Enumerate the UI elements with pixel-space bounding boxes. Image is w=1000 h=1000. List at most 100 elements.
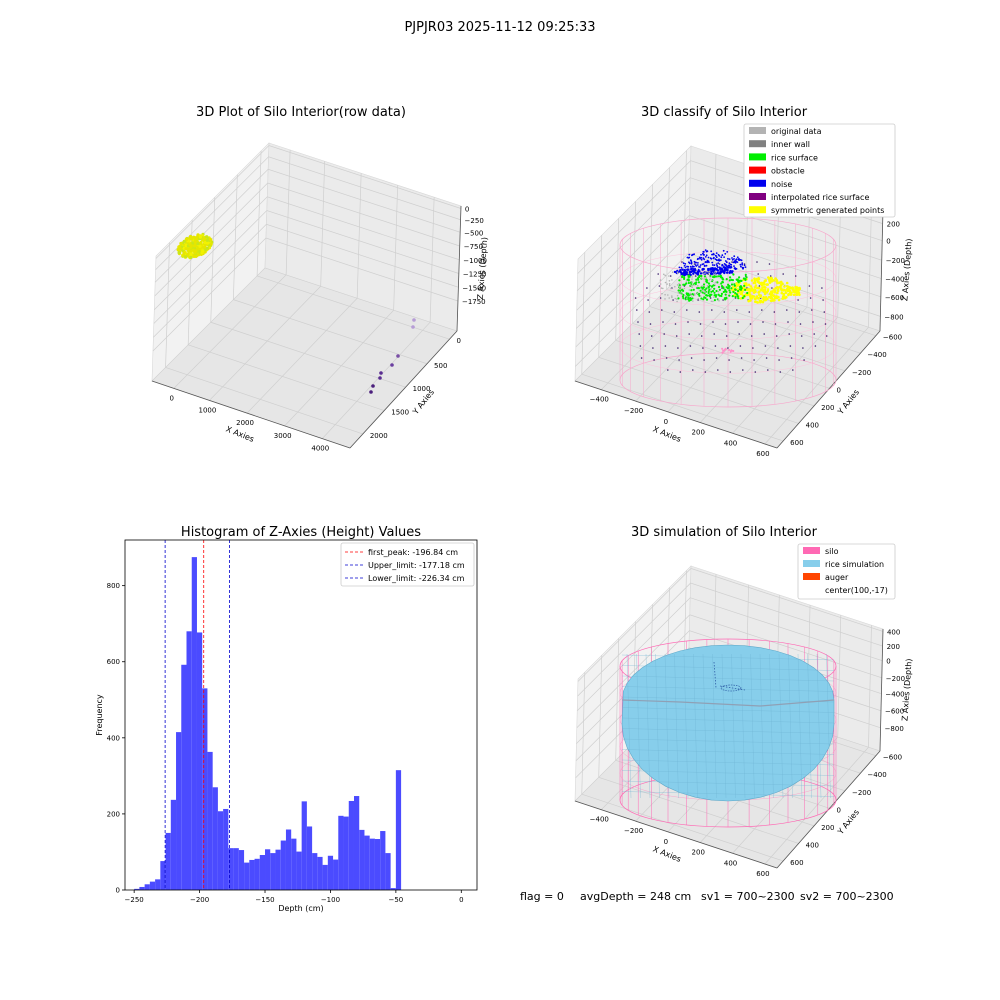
interpolated-point — [788, 333, 790, 335]
rice-simulation-mesh — [621, 780, 835, 787]
noise-point — [725, 268, 728, 271]
p2-grid-y — [581, 373, 784, 442]
interpolated-point — [812, 321, 814, 323]
p4-z-label: Z Axies (Depth) — [900, 658, 913, 721]
rice-surface-point — [745, 276, 748, 279]
noise-point — [733, 265, 735, 267]
histogram-bar — [374, 839, 381, 890]
noise-point — [721, 254, 724, 257]
p1-z-axis-line — [456, 205, 462, 332]
rice-surface-point — [682, 283, 685, 286]
original-point — [668, 297, 670, 299]
rice-surface-point — [713, 291, 716, 294]
raw-point — [188, 243, 192, 247]
auger-marker — [720, 684, 742, 692]
noise-point — [696, 264, 699, 266]
interpolated-point — [718, 263, 721, 265]
rice-surface-point — [682, 293, 685, 297]
histogram-bar — [181, 664, 187, 890]
symmetric-point — [749, 285, 753, 288]
p2-y-tick: 600 — [790, 439, 803, 447]
simulation-3d-plot: 3D simulation of Silo Interior −400 −200 0… — [574, 525, 914, 878]
interpolated-point — [662, 321, 664, 323]
silo-floor-point — [730, 349, 733, 352]
noise-point — [739, 263, 742, 266]
rice-simulation-mesh — [788, 653, 793, 799]
original-point — [710, 287, 712, 290]
symmetric-point — [769, 296, 773, 300]
symmetric-point — [756, 280, 760, 284]
interpolated-point — [789, 345, 792, 347]
p1-x-tick: 1000 — [199, 406, 217, 414]
histogram-bar — [139, 886, 145, 890]
raw-outlier-point — [396, 354, 400, 358]
p1-y-tick: 2000 — [370, 432, 388, 440]
noise-point — [718, 258, 720, 261]
p4-z-tick: 400 — [887, 628, 900, 636]
symmetric-point — [788, 286, 792, 289]
noise-point — [711, 268, 714, 271]
noise-point — [709, 257, 712, 260]
rice-surface-point — [744, 288, 747, 291]
p2-z-tick: 0 — [886, 238, 890, 246]
classify-legend-label: interpolated rice surface — [771, 193, 869, 202]
noise-point — [699, 266, 701, 268]
original-point — [664, 281, 667, 284]
symmetric-point — [747, 291, 751, 295]
original-point — [691, 281, 693, 283]
silo-floor-point — [729, 350, 732, 353]
rice-surface-point — [687, 275, 690, 278]
silo-floor-point — [721, 351, 724, 354]
interpolated-point — [673, 311, 676, 313]
noise-point — [678, 270, 682, 273]
noise-point — [733, 258, 735, 260]
original-point — [685, 295, 687, 297]
p2-y-tick: −400 — [867, 351, 886, 359]
rice-surface-point — [710, 293, 713, 296]
p1-x-tick: 4000 — [311, 445, 329, 453]
p4-x-tick: 0 — [664, 838, 668, 846]
rice-simulation-mesh — [621, 665, 835, 671]
rice-simulation-mesh — [807, 653, 812, 799]
symmetric-point — [782, 288, 786, 292]
rice-surface-point — [712, 275, 715, 279]
p1-y-tick: 1000 — [413, 385, 431, 393]
p4-grid-y — [598, 776, 799, 844]
histogram-bar — [301, 801, 307, 890]
classify-legend-label: original data — [771, 127, 822, 136]
histogram-bar — [259, 855, 266, 890]
p4-x-axis-line — [574, 800, 778, 869]
simulation-legend-swatch — [803, 573, 820, 580]
raw-point — [194, 249, 198, 253]
p1-z-tick: −500 — [464, 229, 483, 237]
noise-point — [694, 261, 697, 264]
interpolated-point — [661, 309, 663, 311]
histogram-bar — [238, 850, 245, 890]
symmetric-point — [765, 283, 768, 286]
original-point — [664, 298, 666, 300]
rice-surface-point — [711, 285, 714, 288]
noise-point — [714, 258, 717, 260]
noise-point — [700, 256, 703, 259]
rice-surface-point — [737, 297, 740, 300]
original-point — [685, 280, 688, 282]
rice-simulation-mesh — [621, 675, 835, 682]
rice-surface-point — [705, 287, 708, 290]
silo-floor-point — [721, 347, 724, 350]
symmetric-point — [763, 292, 767, 296]
interpolated-point — [702, 347, 704, 349]
interpolated-point — [653, 359, 655, 361]
noise-point — [715, 263, 718, 265]
p2-grid-z — [575, 233, 881, 348]
symmetric-point — [777, 298, 781, 302]
noise-point — [717, 253, 720, 256]
noise-point — [683, 273, 686, 277]
symmetric-point — [739, 297, 743, 300]
raw-point — [184, 247, 188, 251]
rice-surface-point — [717, 285, 721, 289]
noise-point — [710, 250, 713, 253]
p2-grid-x — [667, 296, 777, 413]
interpolated-point — [731, 261, 733, 263]
raw-point — [206, 241, 210, 245]
